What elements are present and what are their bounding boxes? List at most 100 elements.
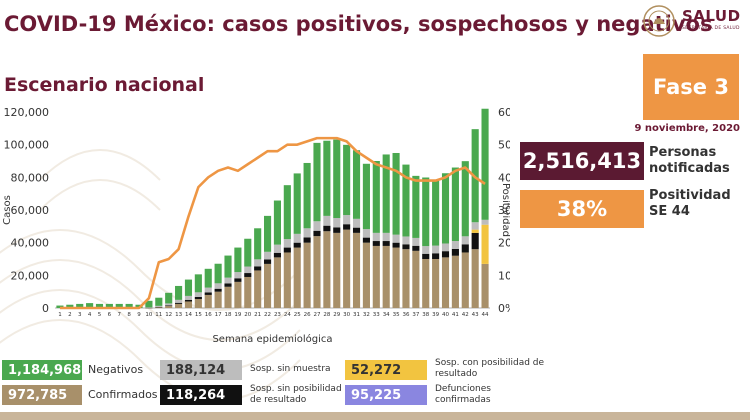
y-tick-label: 60,000 — [11, 204, 50, 217]
legend-value-sosp-sin-muestra: 188,124 — [160, 360, 242, 380]
bar-negativos-w38 — [422, 177, 430, 247]
bar-sosp-con-posibilidad-de-resultado-w44 — [481, 224, 489, 264]
bar-sosp-sin-muestra-w42 — [461, 236, 469, 245]
bar-negativos-w34 — [382, 154, 390, 233]
x-tick-label: 20 — [244, 312, 251, 318]
bar-sosp-sin-posibilidad-de-resultado-w24 — [283, 247, 291, 253]
bar-sosp-sin-muestra-w13 — [175, 299, 183, 303]
bar-negativos-w15 — [194, 274, 202, 293]
bar-negativos-w27 — [313, 142, 321, 222]
bar-negativos-w21 — [254, 228, 262, 260]
y2-tick-label: 30% — [498, 204, 510, 217]
bar-sosp-sin-muestra-w37 — [412, 237, 420, 246]
y2-axis-label: Positividad — [500, 183, 510, 237]
x-tick-label: 21 — [254, 312, 261, 318]
x-tick-label: 41 — [452, 312, 459, 318]
bar-sosp-sin-muestra-w27 — [313, 221, 321, 231]
y2-tick-label: 10% — [498, 269, 510, 282]
y-tick-label: 40,000 — [11, 237, 50, 250]
scenario-subtitle: Escenario nacional — [4, 74, 205, 96]
x-tick-label: 5 — [98, 312, 102, 318]
bar-confirmados-w25 — [293, 247, 301, 308]
notified-value: 2,516,413 — [520, 142, 644, 180]
bar-sosp-sin-muestra-w41 — [451, 241, 459, 249]
bar-sosp-sin-muestra-w19 — [234, 272, 242, 279]
bar-sosp-con-posibilidad-de-resultado-w43 — [471, 229, 479, 233]
y2-tick-label: 20% — [498, 237, 510, 250]
salud-logo: SALUD SECRETARÍA DE SALUD — [640, 4, 748, 38]
legend-label-confirmados: Confirmados — [88, 388, 158, 401]
bar-sosp-sin-muestra-w12 — [165, 303, 173, 306]
bar-sosp-sin-muestra-w18 — [224, 277, 232, 284]
bar-sosp-sin-muestra-w25 — [293, 233, 301, 243]
bar-confirmados-w32 — [362, 242, 370, 308]
bar-sosp-sin-muestra-w11 — [155, 305, 163, 307]
x-tick-label: 43 — [472, 312, 479, 318]
x-tick-label: 32 — [363, 312, 370, 318]
bar-negativos-w31 — [352, 150, 361, 219]
x-tick-label: 44 — [482, 312, 489, 318]
bar-sosp-sin-posibilidad-de-resultado-w19 — [234, 278, 242, 282]
y2-tick-label: 40% — [498, 171, 510, 184]
bar-confirmados-w43 — [471, 249, 479, 308]
bar-negativos-w41 — [451, 167, 459, 242]
bar-sosp-sin-muestra-w21 — [254, 259, 262, 267]
x-tick-label: 34 — [383, 312, 390, 318]
bar-confirmados-w44 — [481, 263, 489, 308]
legend-value-confirmados: 972,785 — [2, 385, 82, 405]
bar-sosp-sin-muestra-w17 — [214, 283, 222, 289]
bar-negativos-w19 — [234, 247, 242, 273]
x-tick-label: 28 — [323, 312, 330, 318]
bar-negativos-w17 — [214, 263, 222, 284]
bar-sosp-sin-posibilidad-de-resultado-w16 — [204, 292, 212, 295]
bar-sosp-sin-muestra-w31 — [352, 218, 361, 228]
y-tick-label: 120,000 — [4, 106, 50, 119]
bar-negativos-w35 — [392, 152, 400, 235]
x-tick-label: 37 — [412, 312, 419, 318]
bar-negativos-w11 — [155, 297, 163, 306]
bar-sosp-sin-posibilidad-de-resultado-w32 — [362, 237, 370, 243]
bar-negativos-w29 — [333, 139, 341, 219]
x-tick-label: 9 — [137, 312, 141, 318]
bar-negativos-w18 — [224, 255, 232, 278]
logo-subtext: SECRETARÍA DE SALUD — [682, 26, 740, 31]
y-tick-label: 100,000 — [4, 139, 50, 152]
legend-label-sosp-sin-muestra: Sosp. sin muestra — [250, 364, 331, 374]
bar-confirmados-w20 — [244, 276, 252, 308]
bar-confirmados-w36 — [402, 249, 410, 308]
bar-sosp-sin-muestra-w15 — [194, 292, 202, 297]
bar-sosp-sin-posibilidad-de-resultado-w20 — [244, 273, 252, 277]
x-tick-label: 27 — [313, 312, 320, 318]
footer-bar — [0, 412, 750, 420]
bar-negativos-w32 — [362, 163, 370, 230]
x-tick-label: 14 — [185, 312, 192, 318]
positivity-label: Positividad SE 44 — [649, 188, 731, 219]
bar-confirmados-w39 — [432, 259, 440, 308]
bar-negativos-w30 — [343, 144, 351, 216]
bar-sosp-sin-muestra-w10 — [145, 307, 153, 308]
x-tick-label: 12 — [165, 312, 172, 318]
bar-negativos-w40 — [441, 173, 450, 244]
bar-sosp-sin-muestra-w14 — [184, 295, 193, 300]
bar-sosp-sin-posibilidad-de-resultado-w41 — [451, 248, 459, 256]
bar-sosp-sin-posibilidad-de-resultado-w10 — [145, 307, 153, 309]
bar-sosp-sin-posibilidad-de-resultado-w31 — [352, 227, 361, 233]
report-date: 9 noviembre, 2020 — [634, 123, 740, 134]
bar-confirmados-w40 — [441, 257, 450, 308]
x-tick-label: 23 — [274, 312, 281, 318]
bar-sosp-sin-posibilidad-de-resultado-w38 — [422, 253, 430, 259]
x-tick-label: 1 — [58, 312, 62, 318]
bar-sosp-sin-posibilidad-de-resultado-w30 — [343, 224, 351, 230]
legend-value-sosp-con-posibilidad: 52,272 — [345, 360, 427, 380]
bar-confirmados-w31 — [352, 232, 361, 308]
bar-sosp-sin-muestra-w32 — [362, 229, 370, 238]
x-tick-label: 2 — [68, 312, 72, 318]
bar-confirmados-w38 — [422, 259, 430, 308]
bar-sosp-sin-muestra-w20 — [244, 266, 252, 274]
x-tick-label: 35 — [393, 312, 400, 318]
x-tick-label: 15 — [195, 312, 202, 318]
bar-sosp-sin-muestra-w39 — [432, 245, 440, 254]
bar-sosp-sin-muestra-w44 — [481, 219, 489, 225]
x-tick-label: 40 — [442, 312, 449, 318]
bar-negativos-w33 — [372, 161, 380, 233]
